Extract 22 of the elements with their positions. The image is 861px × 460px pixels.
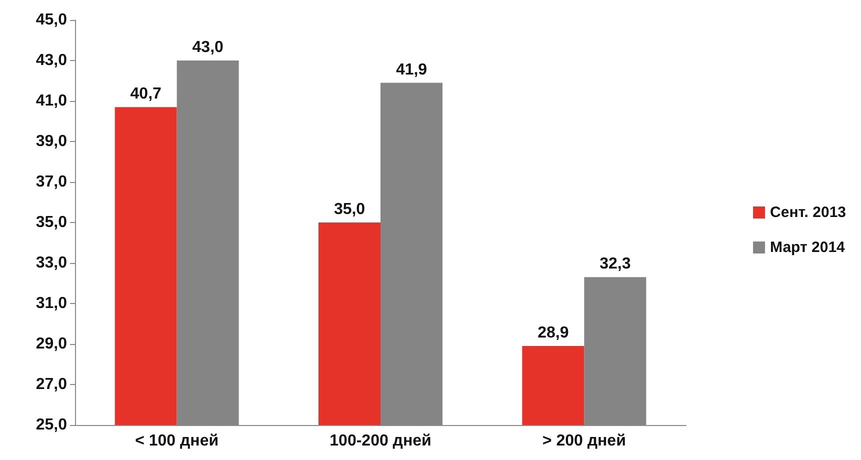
x-tick-label: 100-200 дней	[330, 432, 432, 450]
data-label: 43,0	[192, 39, 224, 56]
y-tick-label: 27,0	[36, 376, 68, 393]
legend-label: Сент. 2013	[770, 204, 846, 221]
legend-label: Март 2014	[770, 239, 846, 256]
x-tick-label: < 100 дней	[135, 432, 219, 450]
y-tick-label: 41,0	[36, 92, 68, 110]
data-label: 28,9	[538, 324, 569, 342]
y-tick-label: 31,0	[36, 295, 68, 312]
data-label: 40,7	[130, 86, 162, 103]
y-tick-label: 25,0	[36, 416, 68, 434]
y-tick-label: 29,0	[36, 336, 68, 352]
y-tick-label: 35,0	[36, 214, 68, 231]
y-tick-label: 45,0	[36, 12, 68, 28]
data-label: 41,9	[396, 61, 428, 78]
data-label: 32,3	[600, 256, 631, 273]
y-tick-label: 39,0	[36, 133, 68, 150]
x-tick-label: > 200 дней	[542, 432, 626, 450]
y-tick-label: 43,0	[36, 52, 68, 69]
y-tick-label: 37,0	[36, 174, 68, 190]
y-tick-label: 33,0	[36, 254, 68, 272]
data-label: 35,0	[334, 201, 366, 218]
